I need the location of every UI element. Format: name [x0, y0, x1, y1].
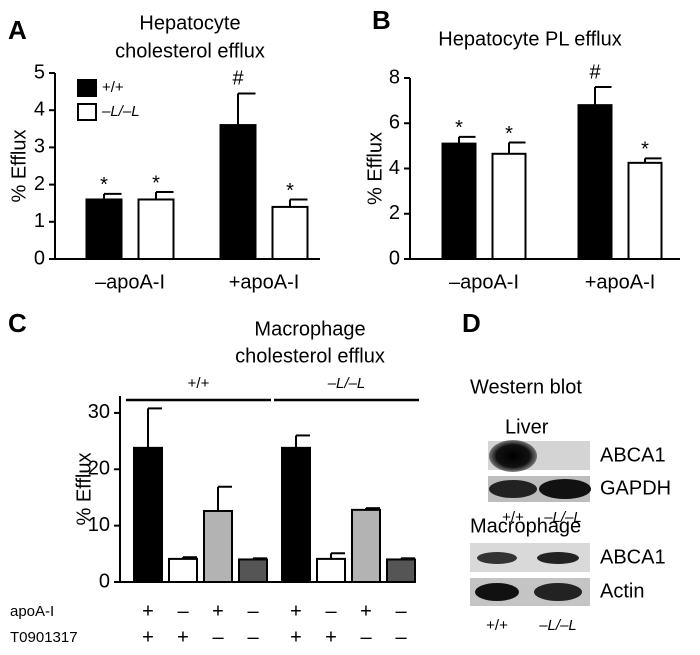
chart-title: cholesterol efflux	[115, 40, 265, 62]
annotation: *	[641, 139, 649, 161]
blot-band	[477, 552, 517, 564]
annotation: *	[455, 117, 463, 139]
bar	[133, 446, 163, 584]
lane-label: +/+	[486, 617, 508, 634]
blot-band	[537, 552, 579, 564]
y-tick-label: 0	[389, 247, 400, 269]
band-label: Actin	[600, 580, 644, 602]
row-label: T0901317	[10, 629, 78, 646]
y-tick-label: 4	[389, 157, 400, 179]
panel-letter: A	[8, 15, 27, 45]
y-tick-label: 5	[34, 61, 45, 83]
blot-title: Western blot	[470, 376, 582, 398]
bar	[168, 557, 198, 584]
bar	[238, 558, 268, 583]
bar	[441, 142, 477, 260]
row-sign: –	[360, 626, 372, 648]
y-tick-label: 8	[389, 66, 400, 88]
bar	[316, 557, 346, 584]
blot-band	[489, 480, 537, 498]
bar	[386, 558, 416, 583]
bar	[137, 198, 175, 260]
lane-label: –L/–L	[538, 617, 577, 634]
row-sign: –	[395, 600, 407, 622]
row-sign: –	[247, 600, 259, 622]
y-tick-label: 0	[34, 247, 45, 269]
legend-label: +/+	[102, 79, 124, 96]
row-sign: +	[360, 600, 372, 622]
panel-letter: B	[372, 5, 391, 35]
chart-title: Hepatocyte PL efflux	[438, 28, 621, 50]
band-label: GAPDH	[600, 477, 671, 499]
row-sign: +	[142, 626, 154, 648]
y-tick-label: 20	[88, 458, 110, 480]
annotation: #	[589, 61, 601, 83]
chart-title: Hepatocyte	[139, 12, 240, 34]
row-label: apoA-I	[10, 603, 54, 620]
chart-title: Macrophage	[254, 318, 365, 340]
band-label: ABCA1	[600, 444, 666, 466]
x-tick-label: –apoA-I	[95, 271, 165, 293]
y-tick-label: 30	[88, 401, 110, 423]
blot-band	[475, 583, 519, 601]
bar	[577, 104, 613, 261]
legend-swatch	[77, 103, 97, 121]
group-label: –L/–L	[327, 375, 366, 392]
annotation: *	[152, 172, 160, 194]
row-sign: +	[290, 600, 302, 622]
panel-letter: D	[462, 308, 481, 338]
x-tick-label: –apoA-I	[449, 271, 519, 293]
lane-label: +/+	[502, 509, 524, 526]
group-label: +/+	[188, 375, 210, 392]
row-sign: +	[325, 626, 337, 648]
row-sign: +	[212, 600, 224, 622]
bar	[491, 152, 527, 260]
row-sign: –	[325, 600, 337, 622]
annotation: *	[505, 123, 513, 145]
row-sign: +	[177, 626, 189, 648]
legend-swatch	[77, 79, 97, 97]
y-tick-label: 1	[34, 210, 45, 232]
bar	[85, 198, 123, 260]
y-tick-label: 2	[34, 173, 45, 195]
y-tick-label: 3	[34, 136, 45, 158]
band-label: ABCA1	[600, 546, 666, 568]
y-tick-label: 2	[389, 202, 400, 224]
bar	[271, 205, 309, 260]
row-sign: –	[212, 626, 224, 648]
annotation: *	[100, 174, 108, 196]
row-sign: +	[142, 600, 154, 622]
bar	[627, 161, 663, 260]
blot-band	[539, 479, 591, 499]
row-sign: –	[247, 626, 259, 648]
lane-label: –L/–L	[543, 509, 582, 526]
bar	[203, 509, 233, 583]
y-axis-label: % Efflux	[364, 132, 386, 205]
bar	[351, 508, 381, 584]
blot-section: Macrophage	[470, 515, 581, 537]
bar	[281, 446, 311, 584]
y-tick-label: 4	[34, 98, 45, 120]
row-sign: –	[177, 600, 189, 622]
panel-letter: C	[8, 308, 27, 338]
y-tick-label: 0	[99, 570, 110, 592]
row-sign: –	[395, 626, 407, 648]
y-tick-label: 10	[88, 514, 110, 536]
legend-label: –L/–L	[101, 103, 140, 120]
y-axis-label: % Efflux	[73, 453, 95, 526]
annotation: #	[232, 68, 244, 90]
y-tick-label: 6	[389, 112, 400, 134]
bar	[219, 124, 257, 260]
annotation: *	[286, 180, 294, 202]
blot-band	[489, 440, 537, 472]
blot-section: Liver	[505, 416, 549, 438]
blot-band	[534, 583, 582, 601]
chart-title: cholesterol efflux	[235, 345, 385, 367]
y-axis-label: % Efflux	[8, 130, 30, 203]
x-tick-label: +apoA-I	[585, 271, 656, 293]
x-tick-label: +apoA-I	[229, 271, 300, 293]
row-sign: +	[290, 626, 302, 648]
